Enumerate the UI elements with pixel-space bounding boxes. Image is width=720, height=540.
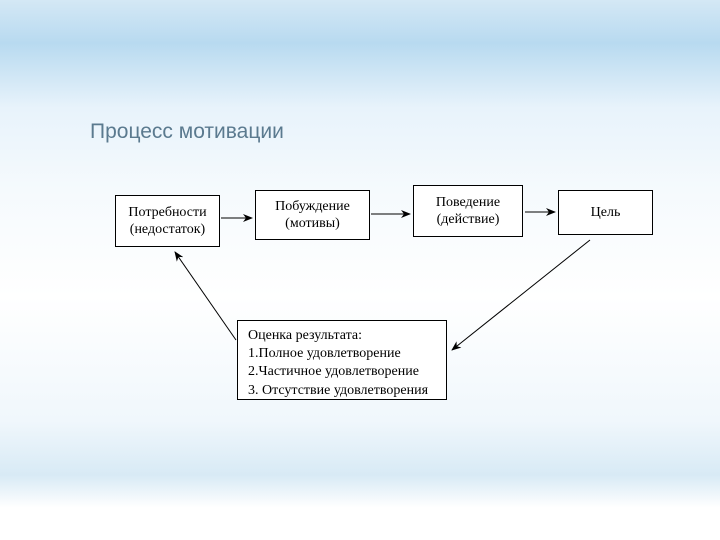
node-motives-line1: Побуждение [275, 198, 350, 216]
page-title: Процесс мотивации [90, 120, 284, 144]
background-gradient [0, 0, 720, 540]
node-behavior-line1: Поведение [436, 194, 500, 212]
node-needs: Потребности (недостаток) [115, 195, 220, 247]
eval-item3: 3. Отсутствие удовлетворения [248, 382, 436, 400]
node-behavior: Поведение (действие) [413, 185, 523, 237]
node-goal: Цель [558, 190, 653, 235]
node-goal-line1: Цель [591, 204, 621, 222]
eval-item2: 2.Частичное удовлетворение [248, 363, 436, 381]
node-motives-line2: (мотивы) [285, 215, 340, 233]
node-needs-line1: Потребности [128, 204, 206, 222]
node-needs-line2: (недостаток) [130, 221, 205, 239]
node-motives: Побуждение (мотивы) [255, 190, 370, 240]
node-behavior-line2: (действие) [437, 211, 500, 229]
eval-item1: 1.Полное удовлетворение [248, 345, 436, 363]
eval-title: Оценка результата: [248, 327, 436, 345]
node-evaluation: Оценка результата: 1.Полное удовлетворен… [237, 320, 447, 400]
